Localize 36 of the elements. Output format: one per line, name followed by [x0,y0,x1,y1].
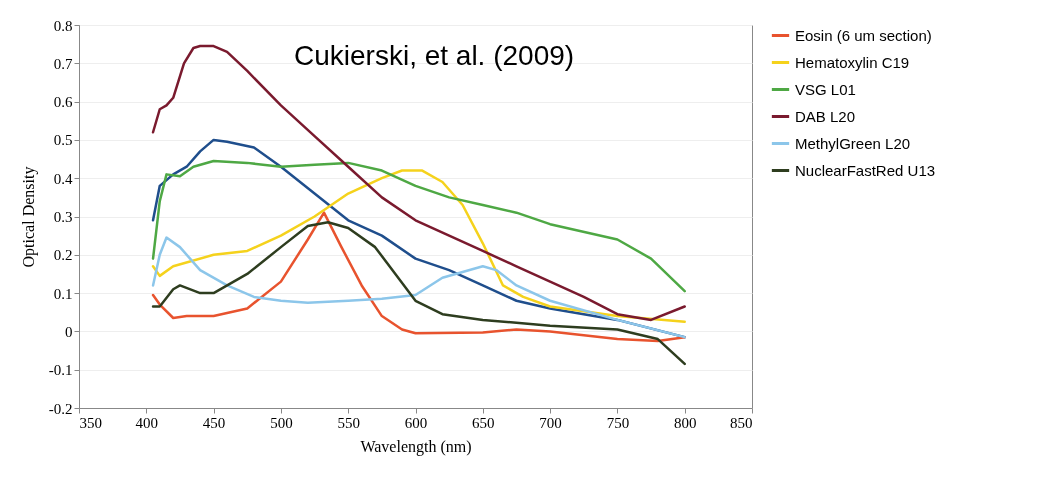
x-tick-label: 500 [270,414,293,431]
x-tick-label: 850 [730,414,753,431]
y-tick-label: 0.7 [53,55,73,72]
y-axis-title: Optical Density [19,166,38,268]
legend-label: NuclearFastRed U13 [795,161,936,179]
x-tick-label: 600 [404,414,428,431]
y-tick-label: 0.8 [53,17,73,34]
legend-label: DAB L20 [795,107,856,125]
x-tick-label: 550 [337,414,360,431]
y-tick-label: 0.2 [53,247,73,264]
line-series [151,159,686,293]
x-tick-label: 700 [539,414,562,431]
y-tick-label: 0.5 [53,132,73,149]
x-tick-label: 450 [202,414,226,431]
y-tick-label: 0 [65,323,73,340]
x-tick-label: 350 [79,414,102,431]
line-series [151,44,686,322]
legend-label: Eosin (6 um section) [795,26,932,44]
legend-label: Hematoxylin C19 [795,53,910,71]
x-tick-label: 400 [135,414,159,431]
x-tick-label: 650 [472,414,495,431]
x-tick-label: 750 [606,414,630,431]
y-tick-label: 0.4 [53,170,73,187]
y-tick-label: 0.3 [53,209,73,225]
x-tick-label: 800 [673,414,697,431]
y-tick-label: -0.2 [48,400,73,417]
y-tick-label: -0.1 [48,362,73,379]
legend-label: MethylGreen L20 [795,134,911,152]
x-axis-title: Wavelength (nm) [360,437,472,456]
legend-label: VSG L01 [795,80,856,98]
line-series [151,211,686,343]
annotation: Cukierski, et al. (2009) [294,40,575,71]
y-tick-label: 0.1 [53,285,73,302]
y-tick-label: 0.6 [53,94,73,111]
line-series [151,221,686,366]
line-series [151,236,686,339]
